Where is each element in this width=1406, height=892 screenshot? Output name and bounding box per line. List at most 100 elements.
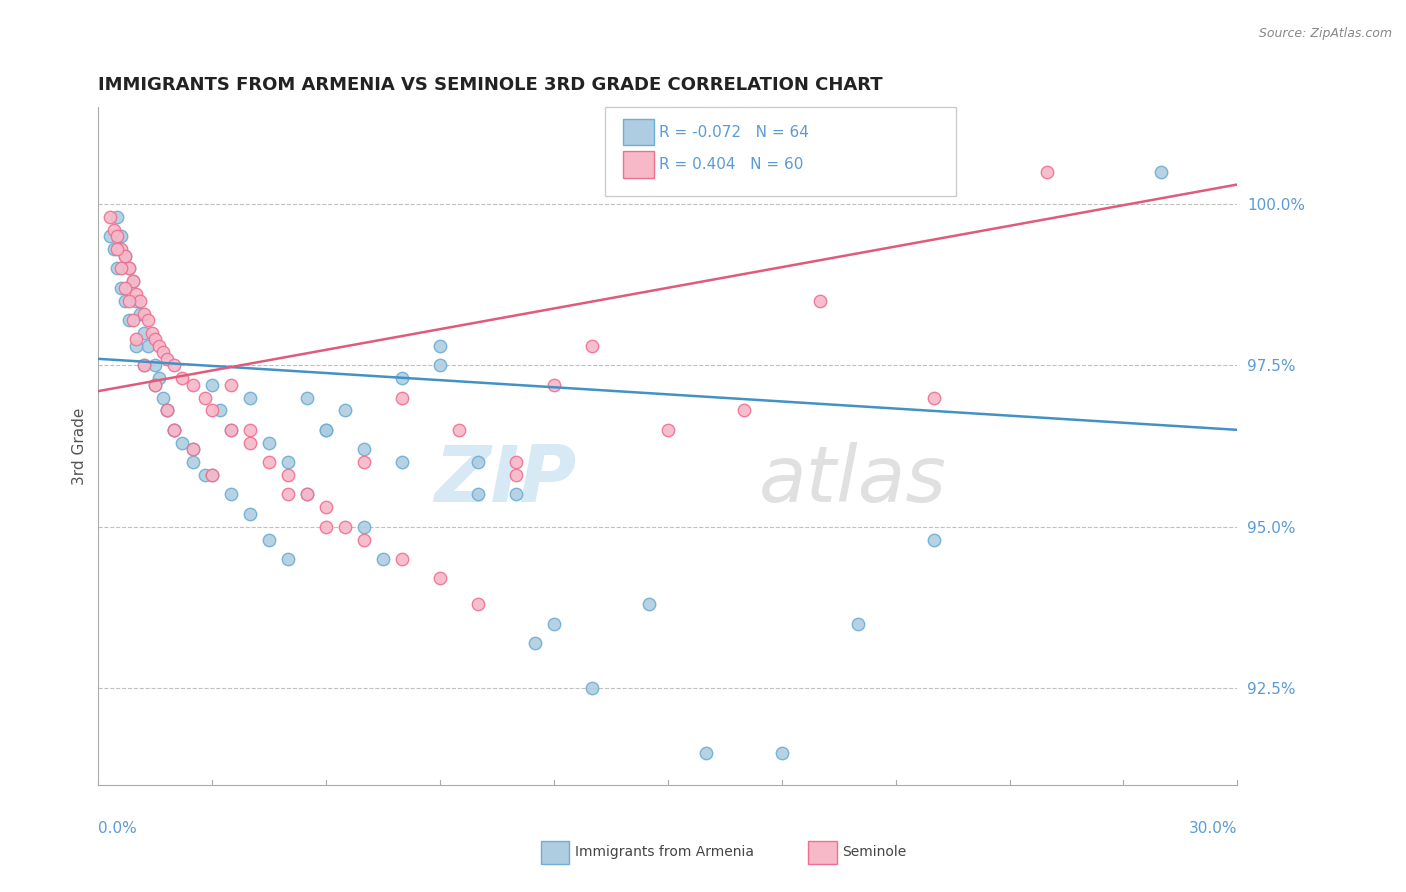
Point bbox=[132, 359, 155, 373]
Point bbox=[467, 597, 489, 611]
Point bbox=[121, 274, 143, 288]
Point bbox=[201, 468, 224, 483]
Text: Immigrants from Armenia: Immigrants from Armenia bbox=[575, 845, 754, 859]
Point bbox=[657, 423, 679, 437]
Text: ZIP: ZIP bbox=[434, 442, 576, 518]
Point bbox=[922, 391, 945, 405]
Point bbox=[297, 391, 319, 405]
Point bbox=[136, 313, 159, 327]
Point bbox=[429, 359, 451, 373]
Point bbox=[259, 455, 281, 469]
Point bbox=[118, 293, 141, 308]
Point bbox=[391, 391, 413, 405]
Text: Source: ZipAtlas.com: Source: ZipAtlas.com bbox=[1258, 27, 1392, 40]
Point bbox=[239, 507, 262, 521]
Point bbox=[846, 616, 869, 631]
Point bbox=[156, 351, 179, 366]
Point bbox=[107, 242, 129, 256]
Point bbox=[163, 359, 186, 373]
Point bbox=[695, 746, 717, 760]
Point bbox=[221, 423, 243, 437]
Point bbox=[429, 571, 451, 585]
Point bbox=[505, 455, 527, 469]
Point bbox=[170, 371, 193, 385]
Point bbox=[581, 681, 603, 695]
Point bbox=[297, 487, 319, 501]
Point bbox=[145, 333, 167, 347]
Point bbox=[170, 435, 193, 450]
Point bbox=[259, 435, 281, 450]
Point bbox=[156, 403, 179, 417]
Point bbox=[922, 533, 945, 547]
Point bbox=[505, 487, 527, 501]
Point bbox=[201, 468, 224, 483]
Point bbox=[183, 455, 205, 469]
Y-axis label: 3rd Grade: 3rd Grade bbox=[72, 408, 87, 484]
Point bbox=[98, 229, 121, 244]
Point bbox=[353, 519, 375, 533]
Point bbox=[1036, 164, 1059, 178]
Point bbox=[163, 423, 186, 437]
Point bbox=[132, 307, 155, 321]
Point bbox=[110, 242, 132, 256]
Point bbox=[543, 616, 565, 631]
Point bbox=[239, 391, 262, 405]
Text: Seminole: Seminole bbox=[842, 845, 907, 859]
Text: atlas: atlas bbox=[759, 442, 946, 518]
Point bbox=[277, 468, 299, 483]
Point bbox=[638, 597, 661, 611]
Point bbox=[194, 391, 217, 405]
Point bbox=[114, 248, 136, 262]
Point bbox=[1150, 164, 1173, 178]
Point bbox=[125, 293, 148, 308]
Point bbox=[194, 468, 217, 483]
Point bbox=[239, 423, 262, 437]
Point bbox=[129, 307, 152, 321]
Point bbox=[447, 423, 470, 437]
Point bbox=[221, 423, 243, 437]
Point bbox=[315, 500, 337, 515]
Point bbox=[315, 423, 337, 437]
Point bbox=[208, 403, 231, 417]
Point bbox=[353, 455, 375, 469]
Point bbox=[110, 229, 132, 244]
Point bbox=[145, 359, 167, 373]
Point bbox=[581, 339, 603, 353]
Point bbox=[391, 552, 413, 566]
Point bbox=[163, 423, 186, 437]
Point bbox=[114, 248, 136, 262]
Point bbox=[221, 487, 243, 501]
Point bbox=[145, 377, 167, 392]
Point bbox=[121, 313, 143, 327]
Point bbox=[156, 403, 179, 417]
Point bbox=[335, 519, 357, 533]
Point bbox=[145, 377, 167, 392]
Point bbox=[543, 377, 565, 392]
Point bbox=[259, 533, 281, 547]
Point bbox=[429, 339, 451, 353]
Point bbox=[297, 487, 319, 501]
Point bbox=[808, 293, 831, 308]
Text: R = -0.072   N = 64: R = -0.072 N = 64 bbox=[659, 125, 810, 139]
Point bbox=[114, 281, 136, 295]
Point bbox=[148, 371, 170, 385]
Point bbox=[125, 339, 148, 353]
Point bbox=[467, 455, 489, 469]
Point bbox=[103, 223, 125, 237]
Point bbox=[118, 261, 141, 276]
Point bbox=[353, 533, 375, 547]
Point bbox=[524, 636, 547, 650]
Point bbox=[391, 455, 413, 469]
Point bbox=[152, 345, 174, 359]
Text: 0.0%: 0.0% bbox=[98, 821, 138, 836]
Point bbox=[103, 242, 125, 256]
Point bbox=[183, 442, 205, 457]
Point bbox=[132, 326, 155, 340]
Point bbox=[353, 442, 375, 457]
Point bbox=[107, 210, 129, 224]
Point bbox=[770, 746, 793, 760]
Text: R = 0.404   N = 60: R = 0.404 N = 60 bbox=[659, 157, 804, 171]
Point bbox=[107, 261, 129, 276]
Point bbox=[183, 442, 205, 457]
Point bbox=[110, 281, 132, 295]
